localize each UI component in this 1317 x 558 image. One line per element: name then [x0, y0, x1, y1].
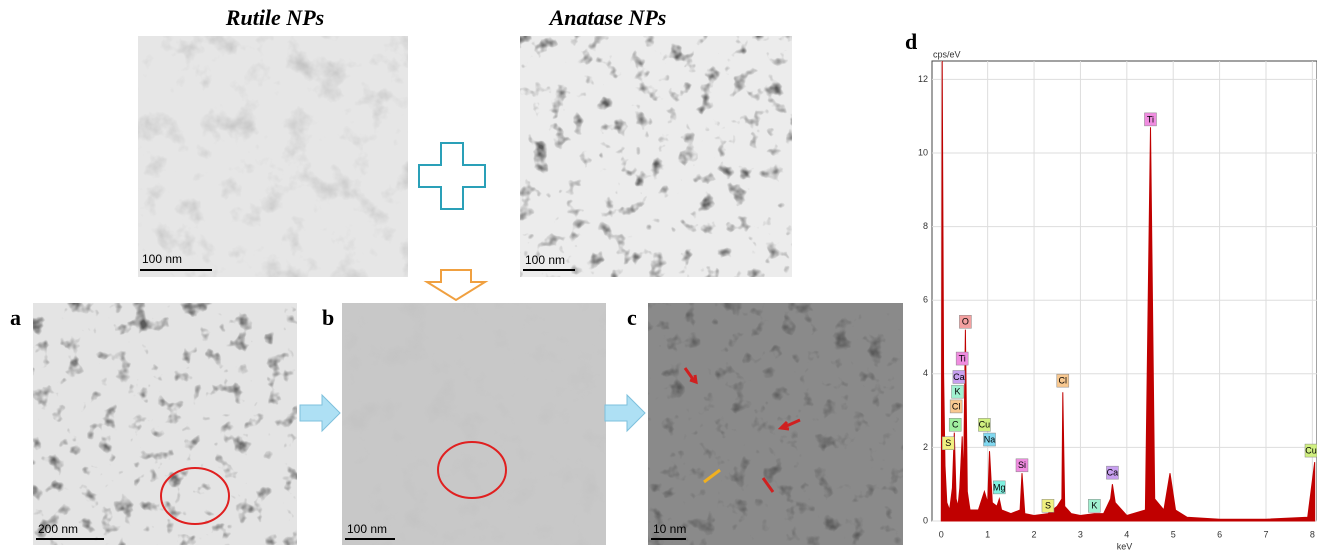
x-tick-label: 0 — [939, 529, 944, 539]
element-label: C — [952, 420, 959, 430]
element-label: Cu — [979, 420, 991, 430]
element-label: Cl — [1059, 376, 1068, 386]
tem-panel: b 100 nm — [322, 303, 606, 553]
tem-image: 100 nm — [138, 36, 408, 286]
y-tick-label: 12 — [918, 74, 928, 84]
scale-label: 10 nm — [653, 522, 686, 536]
y-tick-label: 8 — [923, 221, 928, 231]
tem-panel: c 10 nm — [627, 303, 903, 553]
y-tick-label: 2 — [923, 442, 928, 452]
figure: Rutile NPs Anatase NPs 100 nm 100 nm a 2… — [0, 0, 1317, 553]
element-label: K — [1091, 501, 1097, 511]
x-tick-label: 1 — [985, 529, 990, 539]
element-label: Cl — [952, 401, 961, 411]
x-axis-label: keV — [1117, 541, 1133, 551]
x-tick-label: 7 — [1263, 529, 1268, 539]
x-tick-label: 5 — [1171, 529, 1176, 539]
y-tick-label: 10 — [918, 147, 928, 157]
element-label: Cu — [1305, 445, 1317, 455]
element-label: O — [962, 317, 969, 327]
element-label: Ca — [953, 372, 965, 382]
scale-label: 200 nm — [38, 522, 78, 536]
y-tick-label: 6 — [923, 295, 928, 305]
element-label: K — [955, 387, 961, 397]
element-label: S — [945, 438, 951, 448]
scale-label: 100 nm — [347, 522, 387, 536]
x-tick-label: 8 — [1310, 529, 1315, 539]
y-tick-label: 4 — [923, 368, 928, 378]
element-label: Mg — [993, 482, 1006, 492]
down-arrow — [427, 270, 485, 300]
scale-label: 100 nm — [142, 252, 182, 266]
element-label: Ca — [1107, 468, 1119, 478]
title: Rutile NPs — [225, 5, 324, 30]
element-label: Ti — [1147, 114, 1154, 124]
tem-panel: a 200 nm — [10, 303, 297, 553]
x-tick-label: 4 — [1124, 529, 1129, 539]
panel-label: d — [905, 29, 917, 54]
element-label: Si — [1018, 460, 1026, 470]
x-tick-label: 6 — [1217, 529, 1222, 539]
panel-label: b — [322, 305, 334, 330]
panel-label: c — [627, 305, 637, 330]
x-tick-label: 2 — [1032, 529, 1037, 539]
right-arrow — [605, 395, 645, 431]
scale-label: 100 nm — [525, 253, 565, 267]
y-tick-label: 0 — [923, 515, 928, 525]
title: Anatase NPs — [548, 5, 667, 30]
element-label: Ti — [959, 353, 966, 363]
y-axis-label: cps/eV — [933, 49, 961, 59]
right-arrow — [300, 395, 340, 431]
element-label: Na — [984, 434, 996, 444]
panel-label: a — [10, 305, 21, 330]
tem-image: 100 nm — [520, 36, 792, 286]
plus-icon — [419, 143, 485, 209]
element-label: S — [1045, 501, 1051, 511]
x-tick-label: 3 — [1078, 529, 1083, 539]
